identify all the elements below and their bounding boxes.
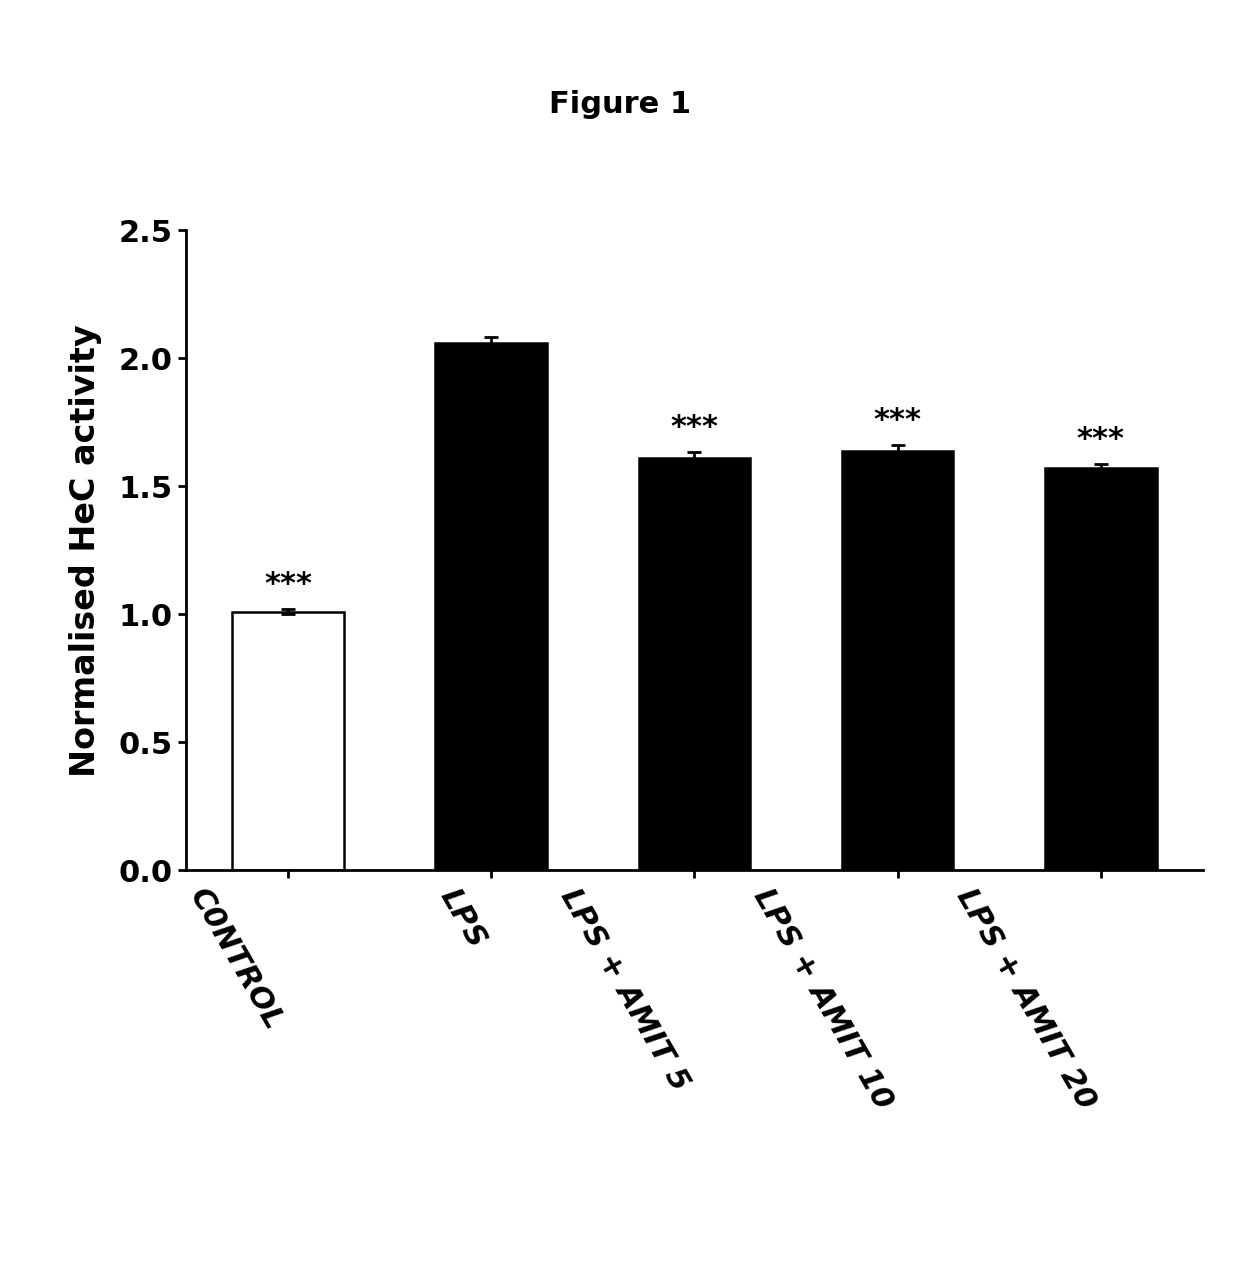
Text: ***: *** <box>1076 425 1125 453</box>
Bar <box>435 343 547 870</box>
Text: ***: *** <box>671 412 718 442</box>
Y-axis label: Normalised HeC activity: Normalised HeC activity <box>69 324 102 777</box>
Text: Figure 1: Figure 1 <box>549 90 691 119</box>
Bar <box>1045 468 1157 870</box>
Text: ***: *** <box>264 570 312 599</box>
Text: ***: *** <box>873 406 921 435</box>
Bar <box>842 451 954 870</box>
Bar <box>639 458 750 870</box>
Bar <box>232 612 343 870</box>
